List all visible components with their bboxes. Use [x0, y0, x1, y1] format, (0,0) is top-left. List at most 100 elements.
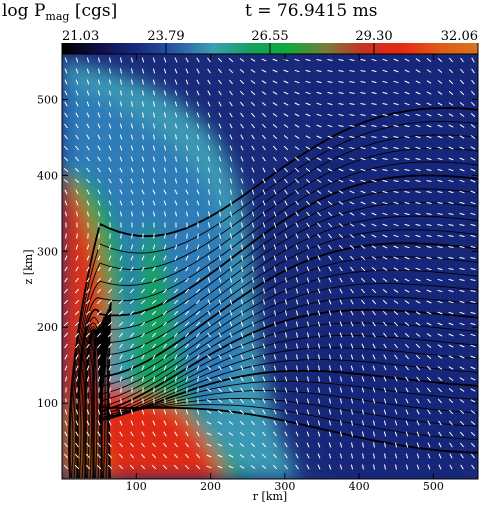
- velocity-arrow: [471, 79, 475, 85]
- velocity-arrow: [174, 343, 178, 349]
- velocity-arrow: [371, 245, 377, 249]
- velocity-arrow: [207, 277, 211, 283]
- velocity-arrow: [384, 442, 386, 448]
- velocity-arrow: [459, 257, 465, 259]
- velocity-arrow: [351, 453, 353, 459]
- velocity-arrow: [305, 102, 311, 106]
- velocity-arrow: [437, 300, 443, 304]
- velocity-arrow: [470, 101, 476, 107]
- velocity-arrow: [207, 134, 211, 140]
- velocity-arrow: [64, 277, 68, 283]
- velocity-arrow: [296, 310, 298, 316]
- velocity-arrow: [349, 157, 355, 161]
- velocity-arrow: [404, 322, 410, 326]
- velocity-arrow: [426, 235, 432, 237]
- velocity-arrow: [296, 321, 298, 327]
- velocity-arrow: [217, 454, 223, 458]
- velocity-arrow: [152, 354, 156, 360]
- velocity-arrow: [371, 288, 377, 294]
- velocity-arrow: [141, 189, 145, 195]
- velocity-arrow: [208, 233, 210, 239]
- velocity-arrow: [141, 156, 145, 162]
- velocity-arrow: [470, 201, 476, 205]
- velocity-arrow: [239, 465, 245, 469]
- velocity-arrow: [416, 376, 420, 382]
- velocity-arrow: [118, 299, 124, 305]
- velocity-arrow: [250, 101, 256, 107]
- velocity-arrow: [131, 101, 133, 107]
- velocity-arrow: [273, 178, 277, 184]
- velocity-arrow: [97, 90, 101, 96]
- velocity-arrow: [229, 332, 233, 338]
- velocity-arrow: [228, 443, 234, 447]
- velocity-arrow: [261, 58, 267, 62]
- velocity-arrow: [185, 277, 189, 283]
- velocity-arrow: [186, 145, 188, 151]
- velocity-arrow: [173, 321, 179, 327]
- velocity-arrow: [130, 156, 134, 162]
- velocity-arrow: [219, 244, 221, 250]
- velocity-arrow: [107, 310, 113, 316]
- velocity-arrow: [162, 332, 168, 338]
- velocity-arrow: [426, 124, 432, 128]
- velocity-arrow: [404, 212, 410, 216]
- velocity-arrow: [207, 101, 211, 107]
- velocity-arrow: [152, 200, 156, 206]
- velocity-arrow: [250, 112, 256, 118]
- velocity-arrow: [174, 90, 178, 96]
- velocity-arrow: [448, 113, 454, 117]
- velocity-arrow: [174, 266, 178, 272]
- velocity-arrow: [437, 213, 443, 215]
- velocity-arrow: [129, 310, 135, 316]
- velocity-arrow: [426, 213, 432, 215]
- velocity-arrow: [241, 277, 243, 283]
- velocity-arrow: [174, 277, 178, 283]
- velocity-arrow: [273, 453, 277, 459]
- velocity-arrow: [229, 156, 233, 162]
- velocity-arrow: [119, 409, 123, 415]
- velocity-arrow: [174, 112, 178, 118]
- x-tick-label: 400: [349, 480, 370, 493]
- velocity-arrow: [97, 343, 101, 349]
- velocity-arrow: [141, 365, 145, 371]
- velocity-arrow: [74, 179, 80, 183]
- velocity-arrow: [229, 167, 233, 173]
- velocity-arrow: [162, 299, 168, 305]
- velocity-arrow: [273, 376, 277, 382]
- velocity-arrow: [404, 300, 410, 304]
- velocity-arrow: [261, 112, 267, 118]
- velocity-arrow: [316, 102, 322, 106]
- velocity-arrow: [415, 245, 421, 249]
- velocity-arrow: [163, 277, 167, 283]
- velocity-arrow: [185, 376, 189, 382]
- velocity-arrow: [317, 310, 321, 316]
- velocity-arrow: [349, 244, 355, 250]
- velocity-arrow: [272, 91, 278, 95]
- velocity-arrow: [228, 465, 234, 469]
- velocity-arrow: [197, 167, 199, 173]
- velocity-arrow: [404, 69, 410, 73]
- velocity-arrow: [393, 102, 399, 106]
- velocity-arrow: [316, 80, 322, 84]
- velocity-arrow: [152, 167, 156, 173]
- velocity-arrow: [163, 255, 167, 261]
- velocity-arrow: [229, 123, 233, 129]
- velocity-arrow: [196, 365, 200, 371]
- velocity-arrow: [437, 224, 443, 226]
- velocity-arrow: [273, 387, 277, 393]
- velocity-arrow: [371, 212, 377, 216]
- velocity-arrow: [240, 200, 244, 206]
- velocity-arrow: [262, 200, 266, 206]
- velocity-arrow: [130, 244, 134, 250]
- velocity-arrow: [283, 135, 289, 139]
- velocity-arrow: [152, 68, 156, 74]
- velocity-arrow: [174, 57, 178, 63]
- velocity-arrow: [306, 200, 310, 206]
- velocity-arrow: [306, 431, 310, 437]
- velocity-arrow: [151, 332, 157, 338]
- velocity-arrow: [218, 145, 222, 151]
- velocity-arrow: [294, 167, 300, 173]
- velocity-arrow: [218, 156, 222, 162]
- velocity-arrow: [75, 57, 79, 63]
- velocity-arrow: [361, 321, 365, 327]
